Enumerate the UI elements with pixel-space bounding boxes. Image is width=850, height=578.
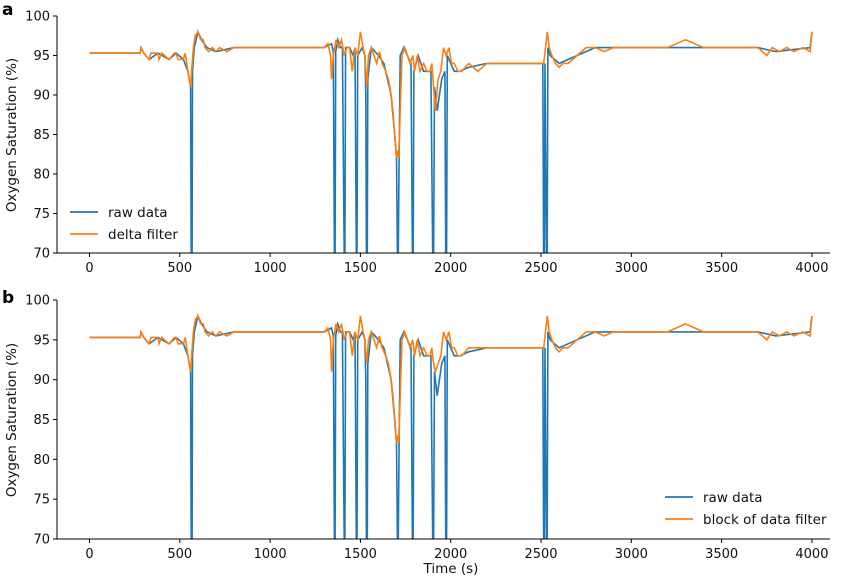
y-tick-label-b: 75 <box>33 493 50 508</box>
legend-label-a: delta filter <box>108 227 178 243</box>
y-tick-label-a: 80 <box>33 168 50 183</box>
y-tick-label-b: 70 <box>33 533 50 548</box>
x-tick-label-a: 4000 <box>795 261 828 276</box>
panel-label-a: a <box>2 0 13 20</box>
legend-a: raw data delta filter <box>70 205 178 243</box>
y-tick-label-a: 90 <box>33 89 50 104</box>
series-line-filtered-a <box>89 30 813 159</box>
series-group-a <box>89 29 813 253</box>
y-tick-label-b: 85 <box>33 413 50 428</box>
y-tick-label-b: 100 <box>25 294 50 309</box>
x-tick-label-b: 3000 <box>615 547 648 562</box>
legend-label-b: raw data <box>703 490 763 506</box>
x-tick-label-a: 1000 <box>254 261 287 276</box>
y-tick-label-b: 90 <box>33 373 50 388</box>
panel-a: a Oxygen Saturation (%) 7075808590951000… <box>2 0 830 276</box>
x-tick-label-a: 500 <box>167 261 192 276</box>
y-tick-label-a: 75 <box>33 207 50 222</box>
x-tick-label-b: 2000 <box>434 547 467 562</box>
x-tick-label-b: 3500 <box>705 547 738 562</box>
x-axis-label: Time (s) <box>423 561 479 577</box>
y-tick-label-a: 70 <box>33 247 50 262</box>
x-tick-label-b: 4000 <box>795 547 828 562</box>
x-tick-label-b: 0 <box>85 547 93 562</box>
series-line-raw-data-a <box>89 29 813 253</box>
y-axis-label-a: Oxygen Saturation (%) <box>4 58 20 212</box>
x-tick-label-a: 3500 <box>705 261 738 276</box>
panel-b: b Oxygen Saturation (%) 7075808590951000… <box>2 288 830 562</box>
legend-b: raw data block of data filter <box>665 490 827 528</box>
x-tick-label-a: 2500 <box>524 261 557 276</box>
series-group-b <box>89 313 813 539</box>
y-tick-label-b: 95 <box>33 333 50 348</box>
y-tick-label-a: 100 <box>25 10 50 25</box>
x-tick-label-a: 2000 <box>434 261 467 276</box>
x-tick-label-b: 2500 <box>524 547 557 562</box>
legend-label-a: raw data <box>108 205 168 221</box>
legend-label-b: block of data filter <box>703 512 827 528</box>
x-tick-label-a: 3000 <box>615 261 648 276</box>
y-tick-label-b: 80 <box>33 453 50 468</box>
x-tick-label-a: 1500 <box>344 261 377 276</box>
x-tick-label-b: 1500 <box>344 547 377 562</box>
x-tick-label-a: 0 <box>85 261 93 276</box>
series-line-filtered-b <box>89 314 813 444</box>
x-tick-label-b: 500 <box>167 547 192 562</box>
y-tick-label-a: 95 <box>33 49 50 64</box>
panel-label-b: b <box>2 288 14 308</box>
y-axis-label-b: Oxygen Saturation (%) <box>4 343 20 497</box>
x-tick-label-b: 1000 <box>254 547 287 562</box>
y-tick-label-a: 85 <box>33 128 50 143</box>
